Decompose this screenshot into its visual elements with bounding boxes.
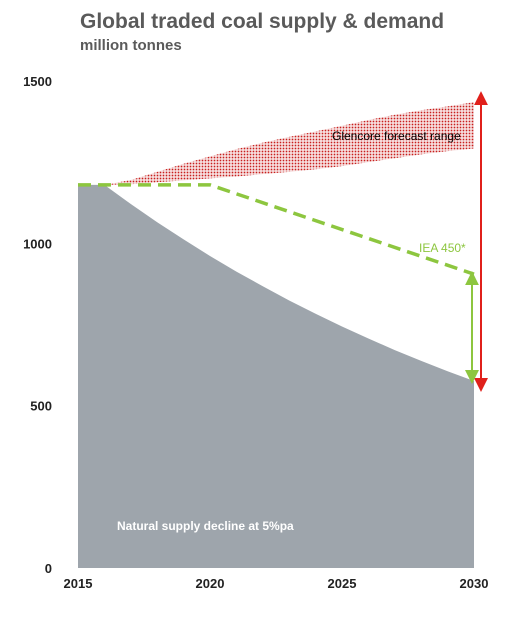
y-axis: 0 500 1000 1500 bbox=[23, 74, 52, 576]
x-tick-label: 2025 bbox=[328, 576, 357, 591]
y-tick-label: 500 bbox=[30, 399, 52, 414]
y-tick-label: 1000 bbox=[23, 236, 52, 251]
chart-subtitle: million tonnes bbox=[80, 37, 182, 54]
x-tick-label: 2030 bbox=[460, 576, 489, 591]
chart-title: Global traded coal supply & demand bbox=[80, 10, 445, 33]
x-axis: 2015 2020 2025 2030 bbox=[64, 576, 489, 591]
iea-450-label: IEA 450* bbox=[419, 241, 466, 255]
forecast-range-label: Glencore forecast range bbox=[332, 129, 461, 143]
supply-decline-area bbox=[78, 184, 474, 569]
x-tick-label: 2015 bbox=[64, 576, 93, 591]
iea-450-line bbox=[78, 183, 475, 276]
x-tick-label: 2020 bbox=[196, 576, 225, 591]
y-tick-label: 0 bbox=[45, 561, 52, 576]
forecast-range-band bbox=[78, 102, 474, 185]
y-tick-label: 1500 bbox=[23, 74, 52, 89]
supply-decline-label: Natural supply decline at 5%pa bbox=[117, 519, 294, 533]
